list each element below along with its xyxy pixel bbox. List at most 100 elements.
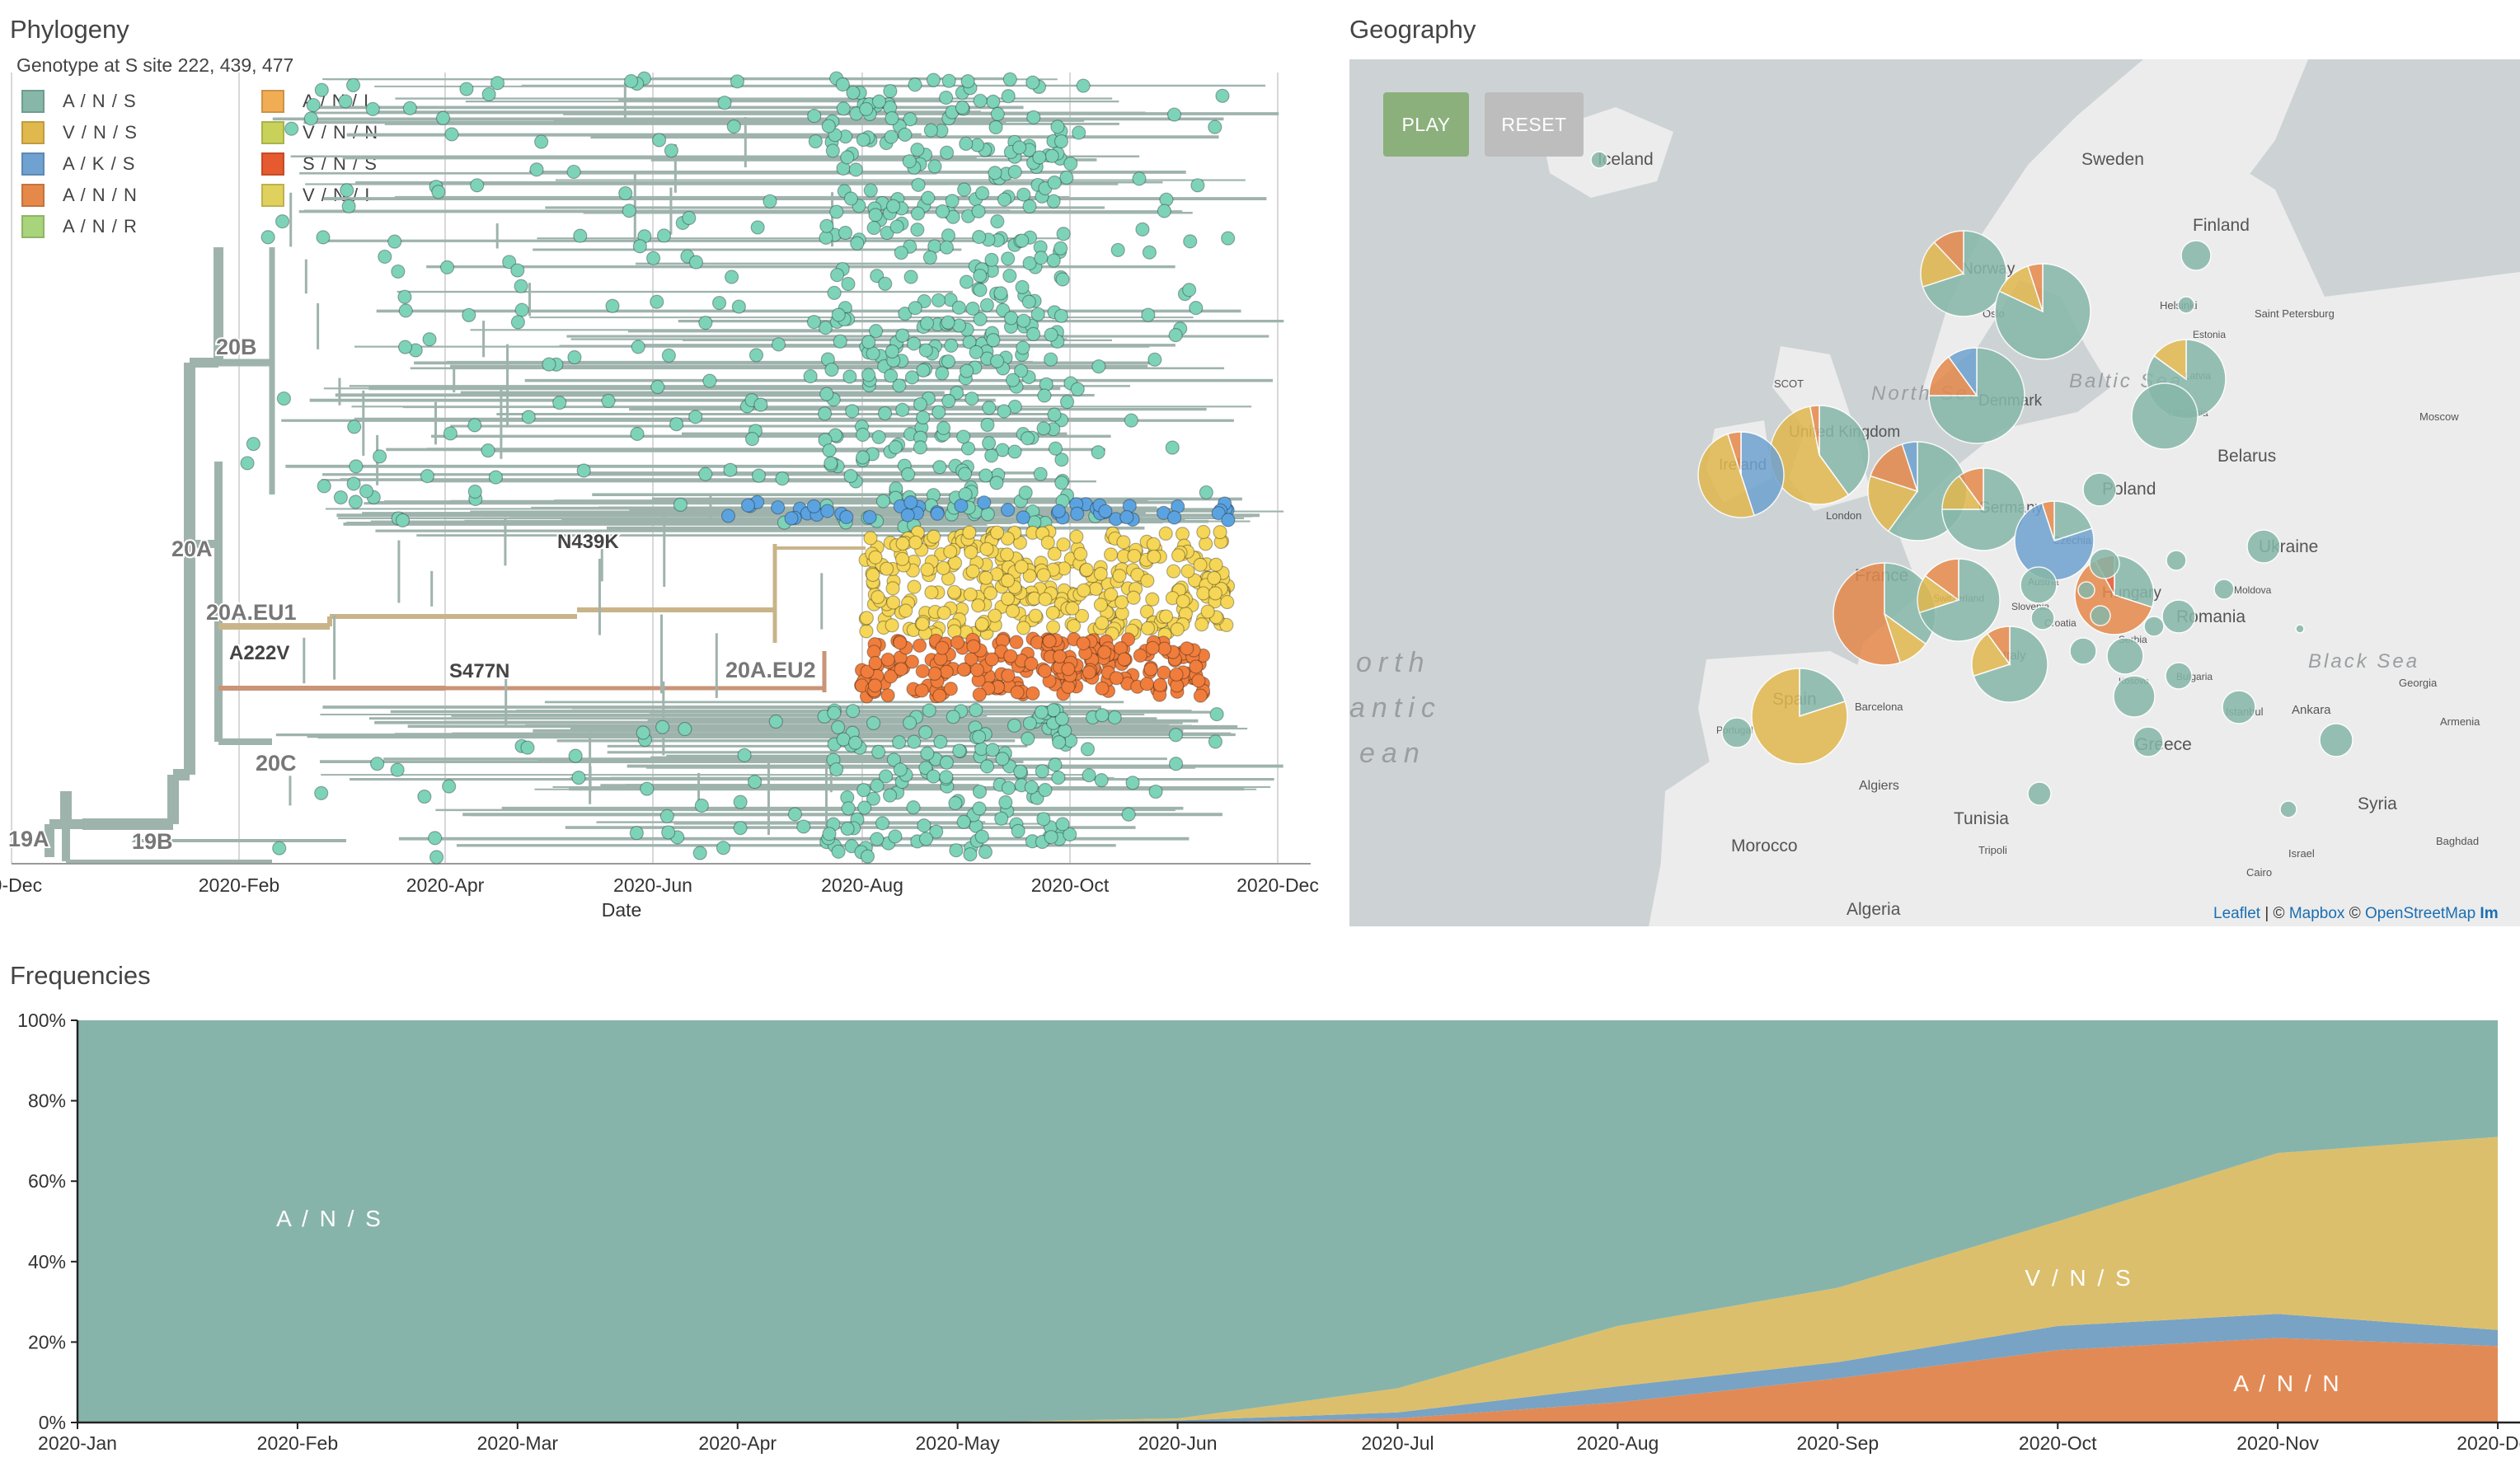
tree-tip[interactable] [880,652,895,667]
tree-tip[interactable] [573,228,588,243]
tree-tip[interactable] [1165,440,1180,455]
tree-tip[interactable] [843,191,858,206]
tree-tip[interactable] [529,162,544,177]
tree-tip[interactable] [1054,476,1069,490]
country-pie[interactable] [2089,548,2120,579]
tree-tip[interactable] [365,101,380,116]
tree-tip[interactable] [510,315,525,330]
tree-tip[interactable] [993,286,1008,301]
tree-tip[interactable] [863,183,878,198]
tree-tip[interactable] [1001,780,1016,795]
tree-tip[interactable] [966,639,981,654]
tree-tip[interactable] [935,204,950,219]
tree-tip[interactable] [955,100,970,115]
tree-tip[interactable] [650,294,664,309]
tree-tip[interactable] [488,470,504,485]
tree-tip[interactable] [1033,466,1048,481]
tree-tip[interactable] [1005,373,1021,387]
tree-tip[interactable] [820,504,835,518]
tree-tip[interactable] [895,402,910,417]
tree-tip[interactable] [997,192,1012,207]
tree-tip[interactable] [956,662,972,677]
tree-tip[interactable] [459,82,474,96]
tree-tip[interactable] [1037,663,1053,678]
tree-tip[interactable] [763,194,777,209]
tree-tip[interactable] [918,343,933,358]
tree-tip[interactable] [972,687,987,702]
tree-tip[interactable] [918,761,933,776]
tree-tip[interactable] [870,778,885,793]
tree-tip[interactable] [428,831,443,846]
tree-tip[interactable] [470,178,485,193]
tree-tip[interactable] [868,655,883,671]
tree-tip[interactable] [724,269,739,284]
tree-tip[interactable] [1181,283,1197,298]
tree-tip[interactable] [819,387,834,401]
tree-tip[interactable] [397,340,413,354]
tree-tip[interactable] [888,829,903,844]
tree-tip[interactable] [1028,608,1043,623]
tree-tip[interactable] [893,635,908,650]
tree-tip[interactable] [1207,570,1222,585]
tree-tip[interactable] [753,397,768,412]
tree-tip[interactable] [916,363,931,378]
tree-tip[interactable] [1052,735,1067,750]
tree-tip[interactable] [740,498,756,513]
tree-tip[interactable] [651,133,667,148]
tree-tip[interactable] [860,849,875,864]
tree-tip[interactable] [988,608,1002,623]
tree-tip[interactable] [1059,395,1075,410]
tree-tip[interactable] [1095,708,1110,723]
tree-tip[interactable] [949,843,964,858]
tree-tip[interactable] [1094,773,1109,788]
tree-tip[interactable] [629,826,644,841]
tree-tip[interactable] [771,500,786,515]
frequency-area[interactable] [77,1314,2499,1422]
tree-tip[interactable] [1140,621,1156,636]
tree-tip[interactable] [866,220,881,236]
tree-tip[interactable] [1055,817,1070,832]
tree-tip[interactable] [435,110,451,125]
tree-tip[interactable] [1046,253,1061,268]
tree-tip[interactable] [723,462,738,477]
tree-tip[interactable] [831,719,846,735]
tree-tip[interactable] [276,391,291,406]
tree-tip[interactable] [903,112,917,127]
tree-tip[interactable] [919,316,935,330]
tree-tip[interactable] [898,307,913,321]
tree-tip[interactable] [866,346,880,361]
country-pie[interactable] [1697,431,1785,518]
tree-tip[interactable] [856,427,871,443]
tree-tip[interactable] [831,844,846,859]
tree-tip[interactable] [1221,513,1236,527]
tree-tip[interactable] [733,821,748,836]
tree-tip[interactable] [1056,537,1071,552]
tree-tip[interactable] [284,121,299,136]
tree-tip[interactable] [1034,251,1049,265]
tree-tip[interactable] [941,354,956,369]
tree-tip[interactable] [1221,231,1236,246]
tree-tip[interactable] [988,166,1002,180]
tree-tip[interactable] [846,85,861,101]
tree-tip[interactable] [806,315,822,330]
tree-tip[interactable] [989,525,1005,540]
tree-tip[interactable] [941,393,956,409]
tree-tip[interactable] [1169,667,1184,682]
frequency-area[interactable] [77,1338,2499,1422]
legend-item[interactable]: V / N / S [21,120,138,145]
tree-tip[interactable] [1133,648,1147,663]
tree-tip[interactable] [1147,352,1162,367]
tree-tip[interactable] [1013,363,1029,378]
tree-tip[interactable] [871,94,887,109]
tree-tip[interactable] [990,214,1005,229]
tree-tip[interactable] [1011,823,1025,838]
tree-tip[interactable] [994,811,1009,826]
tree-tip[interactable] [960,363,974,378]
tree-tip[interactable] [1168,757,1184,771]
tree-tip[interactable] [927,529,941,544]
country-pie[interactable] [2279,800,2297,818]
legend-item[interactable]: A / K / S [21,152,135,176]
tree-tip[interactable] [859,101,874,116]
tree-tip[interactable] [1042,634,1057,649]
